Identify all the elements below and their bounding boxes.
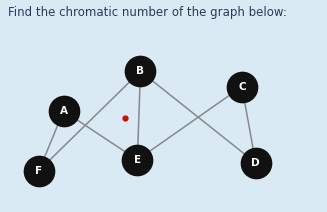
Point: [138, 70, 143, 73]
Point: [61, 109, 66, 113]
Text: C: C: [238, 82, 246, 92]
Text: E: E: [134, 155, 141, 165]
Point: [36, 169, 42, 172]
Point: [253, 161, 258, 165]
Text: B: B: [136, 66, 145, 76]
Text: Find the chromatic number of the graph below:: Find the chromatic number of the graph b…: [8, 6, 287, 19]
Text: F: F: [35, 166, 43, 176]
Point: [135, 158, 140, 162]
Text: A: A: [60, 106, 68, 116]
Point: [239, 85, 245, 88]
Text: D: D: [251, 158, 260, 168]
